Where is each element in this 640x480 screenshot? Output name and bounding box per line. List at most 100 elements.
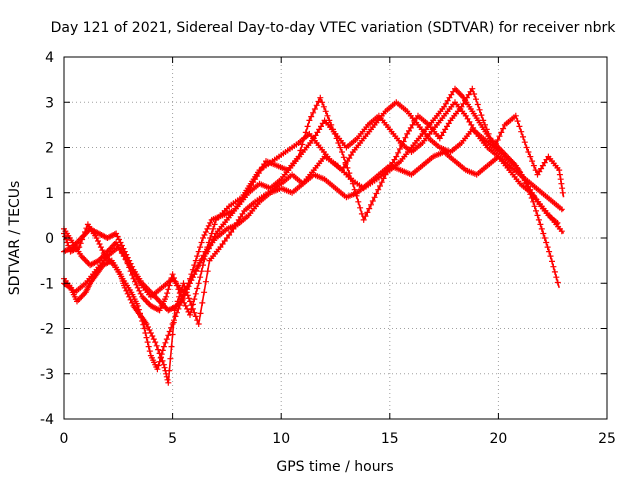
data-point xyxy=(556,167,563,174)
data-point xyxy=(149,333,156,339)
data-point xyxy=(469,85,476,92)
data-point xyxy=(402,134,409,141)
data-point xyxy=(554,279,561,286)
data-point xyxy=(135,277,142,284)
data-point xyxy=(324,112,331,119)
data-point xyxy=(533,207,539,214)
data-point xyxy=(368,201,374,208)
data-point xyxy=(520,133,526,140)
data-point xyxy=(360,216,367,223)
data-point xyxy=(192,257,199,264)
data-point xyxy=(198,239,205,246)
data-point xyxy=(164,376,171,383)
data-point xyxy=(342,159,349,166)
data-point xyxy=(132,278,138,285)
data-point xyxy=(194,263,201,270)
data-point xyxy=(311,106,318,112)
data-point xyxy=(494,137,501,143)
data-point xyxy=(134,302,141,309)
x-tick-label: 5 xyxy=(168,431,177,447)
data-point xyxy=(197,310,204,317)
data-point xyxy=(558,228,565,235)
data-point xyxy=(378,179,385,186)
data-point xyxy=(516,123,523,130)
data-point xyxy=(191,271,198,278)
data-point xyxy=(310,109,317,116)
data-point xyxy=(168,343,175,350)
data-point xyxy=(553,274,560,281)
data-point xyxy=(380,175,387,182)
data-point xyxy=(138,314,145,321)
data-point xyxy=(152,339,159,346)
data-point xyxy=(483,126,490,133)
data-point xyxy=(160,343,167,350)
data-point xyxy=(156,358,163,365)
data-point xyxy=(487,135,494,142)
data-point xyxy=(558,180,565,187)
data-point xyxy=(191,296,198,303)
data-point xyxy=(169,321,176,327)
data-point xyxy=(550,263,557,270)
series-track-1 xyxy=(61,85,561,386)
axis-ticks xyxy=(63,56,608,420)
data-point xyxy=(532,167,539,174)
data-point xyxy=(543,239,550,246)
data-point xyxy=(162,339,169,346)
data-point xyxy=(204,268,211,275)
data-point xyxy=(328,121,335,128)
data-point xyxy=(331,130,338,137)
data-point xyxy=(556,171,563,178)
data-point xyxy=(492,140,499,147)
data-point xyxy=(189,266,196,273)
data-point xyxy=(195,321,202,327)
data-point xyxy=(163,373,170,380)
data-point xyxy=(194,253,201,260)
data-point xyxy=(198,256,205,263)
data-point xyxy=(185,295,192,302)
data-point xyxy=(358,210,365,217)
y-tick-label: 0 xyxy=(45,231,54,247)
data-point xyxy=(199,299,206,306)
data-point xyxy=(400,138,407,145)
data-point xyxy=(518,128,525,135)
data-point xyxy=(473,96,479,103)
data-point xyxy=(193,267,200,274)
data-series xyxy=(61,85,566,386)
data-point xyxy=(166,367,173,374)
x-tick-label: 10 xyxy=(272,431,290,447)
data-point xyxy=(326,117,333,124)
data-point xyxy=(377,183,383,189)
data-point xyxy=(308,113,315,120)
data-point xyxy=(302,129,309,136)
data-point xyxy=(192,290,199,297)
data-point xyxy=(197,244,204,251)
data-point xyxy=(202,229,209,235)
data-point xyxy=(163,293,170,300)
data-point xyxy=(346,155,353,162)
data-point xyxy=(146,348,153,355)
data-point xyxy=(194,317,201,324)
data-point xyxy=(74,244,81,251)
data-point xyxy=(144,339,151,346)
data-point xyxy=(531,203,538,210)
data-point xyxy=(158,351,165,358)
data-point xyxy=(558,206,565,213)
data-point xyxy=(145,343,152,350)
data-point xyxy=(322,108,329,115)
data-point xyxy=(551,268,558,275)
data-point xyxy=(165,286,172,293)
data-point xyxy=(362,213,369,220)
data-point xyxy=(135,306,142,313)
y-tick-label: 2 xyxy=(45,141,54,157)
x-tick-label: 15 xyxy=(381,431,399,447)
data-point xyxy=(529,158,536,165)
data-point xyxy=(464,115,471,122)
data-point xyxy=(514,118,521,125)
data-point xyxy=(541,235,548,241)
x-tick-label: 0 xyxy=(60,431,69,447)
data-point xyxy=(195,280,202,287)
data-point xyxy=(197,274,204,281)
y-axis-label: SDTVAR / TECUs xyxy=(7,181,23,296)
data-point xyxy=(355,198,362,205)
